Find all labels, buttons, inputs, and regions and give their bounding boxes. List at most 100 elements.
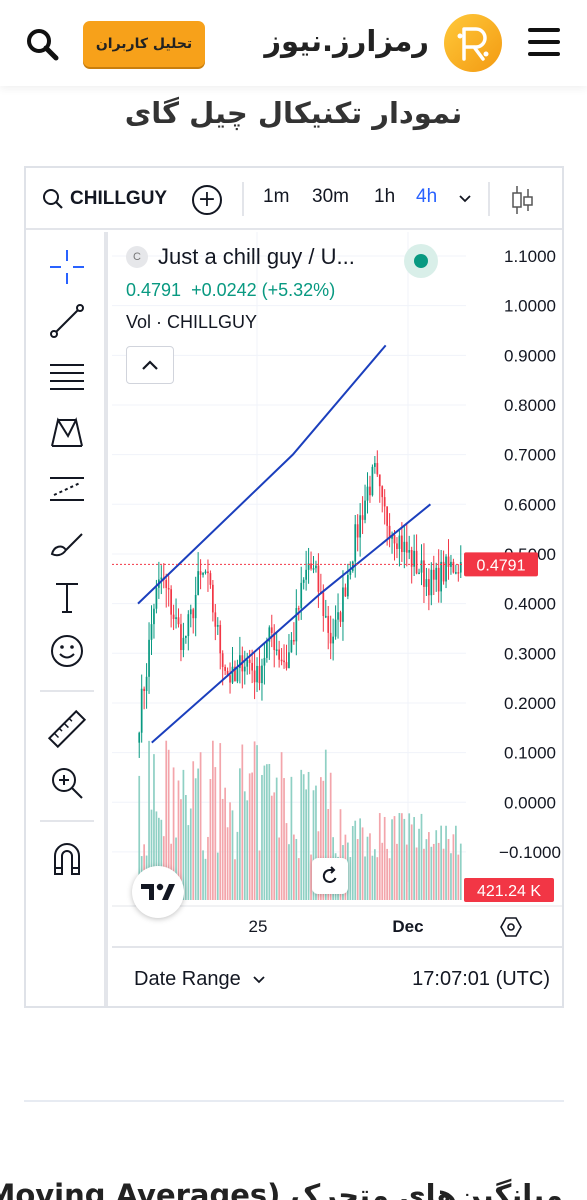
site-header: رمزارز.نیوز تحلیل کاربران xyxy=(0,0,587,86)
chart-pane[interactable]: 1.10001.00000.90000.80000.70000.60000.50… xyxy=(112,232,562,946)
price-axis-label: 0.8000 xyxy=(504,396,556,415)
candle-down xyxy=(376,463,379,475)
pattern-icon[interactable] xyxy=(46,412,88,454)
legend-symbol[interactable]: C Just a chill guy / U... xyxy=(126,244,355,270)
candle-up xyxy=(197,571,199,595)
zoom-in-icon[interactable] xyxy=(46,762,88,804)
symbol-label: CHILLGUY xyxy=(70,188,168,209)
ruler-icon[interactable] xyxy=(46,708,88,750)
site-logo-icon[interactable] xyxy=(444,14,502,72)
legend-symbol-name: Just a chill guy / U... xyxy=(158,244,355,269)
volume-bar xyxy=(418,828,420,900)
hamburger-menu-icon[interactable] xyxy=(524,24,564,60)
volume-bar xyxy=(374,849,376,900)
candle-up xyxy=(140,688,143,733)
price-axis-label: 0.0000 xyxy=(504,793,556,812)
price-axis-label: 0.2000 xyxy=(504,694,556,713)
crosshair-icon[interactable] xyxy=(46,246,88,288)
market-status-icon[interactable] xyxy=(404,244,438,278)
candle-up xyxy=(430,569,433,596)
volume-bar xyxy=(221,798,224,900)
volume-bar xyxy=(383,816,386,900)
volume-bar xyxy=(234,859,236,900)
candle-down xyxy=(322,592,325,617)
candle-down xyxy=(410,550,413,567)
volume-bar xyxy=(285,823,288,900)
emoji-icon[interactable] xyxy=(46,630,88,672)
volume-bar xyxy=(396,843,398,900)
chevron-down-icon[interactable] xyxy=(458,194,472,204)
candle-down xyxy=(221,653,224,667)
legend-change: +0.0242 (+5.32%) xyxy=(191,280,336,300)
candle-up xyxy=(307,563,310,570)
fib-retracement-icon[interactable] xyxy=(46,356,88,398)
candle-down xyxy=(393,534,396,544)
candle-up xyxy=(236,667,239,682)
volume-bar xyxy=(214,767,217,900)
candle-down xyxy=(452,561,455,573)
candlestick-chart[interactable]: 1.10001.00000.90000.80000.70000.60000.50… xyxy=(112,232,562,946)
time-axis-label: Dec xyxy=(392,917,423,936)
search-icon[interactable] xyxy=(24,26,60,62)
candle-down xyxy=(405,541,408,553)
trend-line-icon[interactable] xyxy=(46,300,88,342)
settings-icon[interactable] xyxy=(500,917,522,937)
collapse-legend-button[interactable] xyxy=(126,346,174,384)
candle-down xyxy=(297,608,300,610)
volume-bar xyxy=(381,842,384,900)
candle-down xyxy=(172,614,175,619)
compare-add-icon[interactable]: + xyxy=(192,185,222,215)
tradingview-logo-icon[interactable] xyxy=(132,866,184,918)
candle-up xyxy=(413,550,415,567)
search-icon xyxy=(43,189,63,209)
price-axis-label: −0.1000 xyxy=(499,843,561,862)
utc-clock[interactable]: 17:07:01 (UTC) xyxy=(412,968,550,990)
candle-down xyxy=(273,632,276,651)
interval-30m[interactable]: 30m xyxy=(312,186,349,207)
volume-bar xyxy=(239,768,241,900)
candle-up xyxy=(256,665,258,683)
chart-type-candles-icon[interactable] xyxy=(510,185,534,215)
candle-down xyxy=(285,662,288,669)
volume-tag xyxy=(464,878,554,902)
volume-bar xyxy=(310,854,312,900)
volume-bar xyxy=(435,830,438,900)
volume-bar xyxy=(263,765,266,900)
symbol-search[interactable]: CHILLGUY xyxy=(42,184,167,214)
user-analysis-button[interactable]: تحلیل کاربران xyxy=(83,21,205,67)
candle-down xyxy=(278,649,280,660)
volume-bar xyxy=(224,787,226,900)
candle-up xyxy=(408,550,411,553)
volume-bar xyxy=(150,809,153,900)
text-tool-icon[interactable] xyxy=(46,576,88,618)
candle-up xyxy=(231,666,234,683)
volume-bar xyxy=(420,813,423,900)
candle-up xyxy=(342,587,344,622)
volume-bar xyxy=(288,844,290,900)
date-range-dropdown[interactable]: Date Range xyxy=(134,968,266,991)
brush-icon[interactable] xyxy=(46,522,88,564)
volume-bar xyxy=(324,749,327,900)
magnet-icon[interactable] xyxy=(46,838,88,880)
candle-up xyxy=(187,614,190,637)
candle-up xyxy=(266,641,268,658)
forecast-tool-icon[interactable] xyxy=(46,468,88,510)
candle-up xyxy=(302,579,305,583)
interval-1m[interactable]: 1m xyxy=(263,186,290,207)
candle-up xyxy=(359,515,361,538)
volume-bar xyxy=(452,834,455,900)
candle-up xyxy=(150,624,153,640)
volume-bar xyxy=(327,809,330,900)
volume-bar xyxy=(432,843,435,900)
volume-bar xyxy=(361,827,364,900)
candle-up xyxy=(202,572,204,575)
page-title: نمودار تکنیکال چیل گای xyxy=(124,96,463,130)
candle-up xyxy=(315,565,317,569)
volume-bar xyxy=(295,838,298,900)
reset-chart-icon[interactable] xyxy=(312,858,348,894)
site-logo-text[interactable]: رمزارز.نیوز xyxy=(264,24,429,58)
candle-down xyxy=(457,572,460,574)
interval-1h[interactable]: 1h xyxy=(374,186,396,207)
candle-up xyxy=(354,524,357,562)
interval-4h[interactable]: 4h xyxy=(416,186,438,207)
